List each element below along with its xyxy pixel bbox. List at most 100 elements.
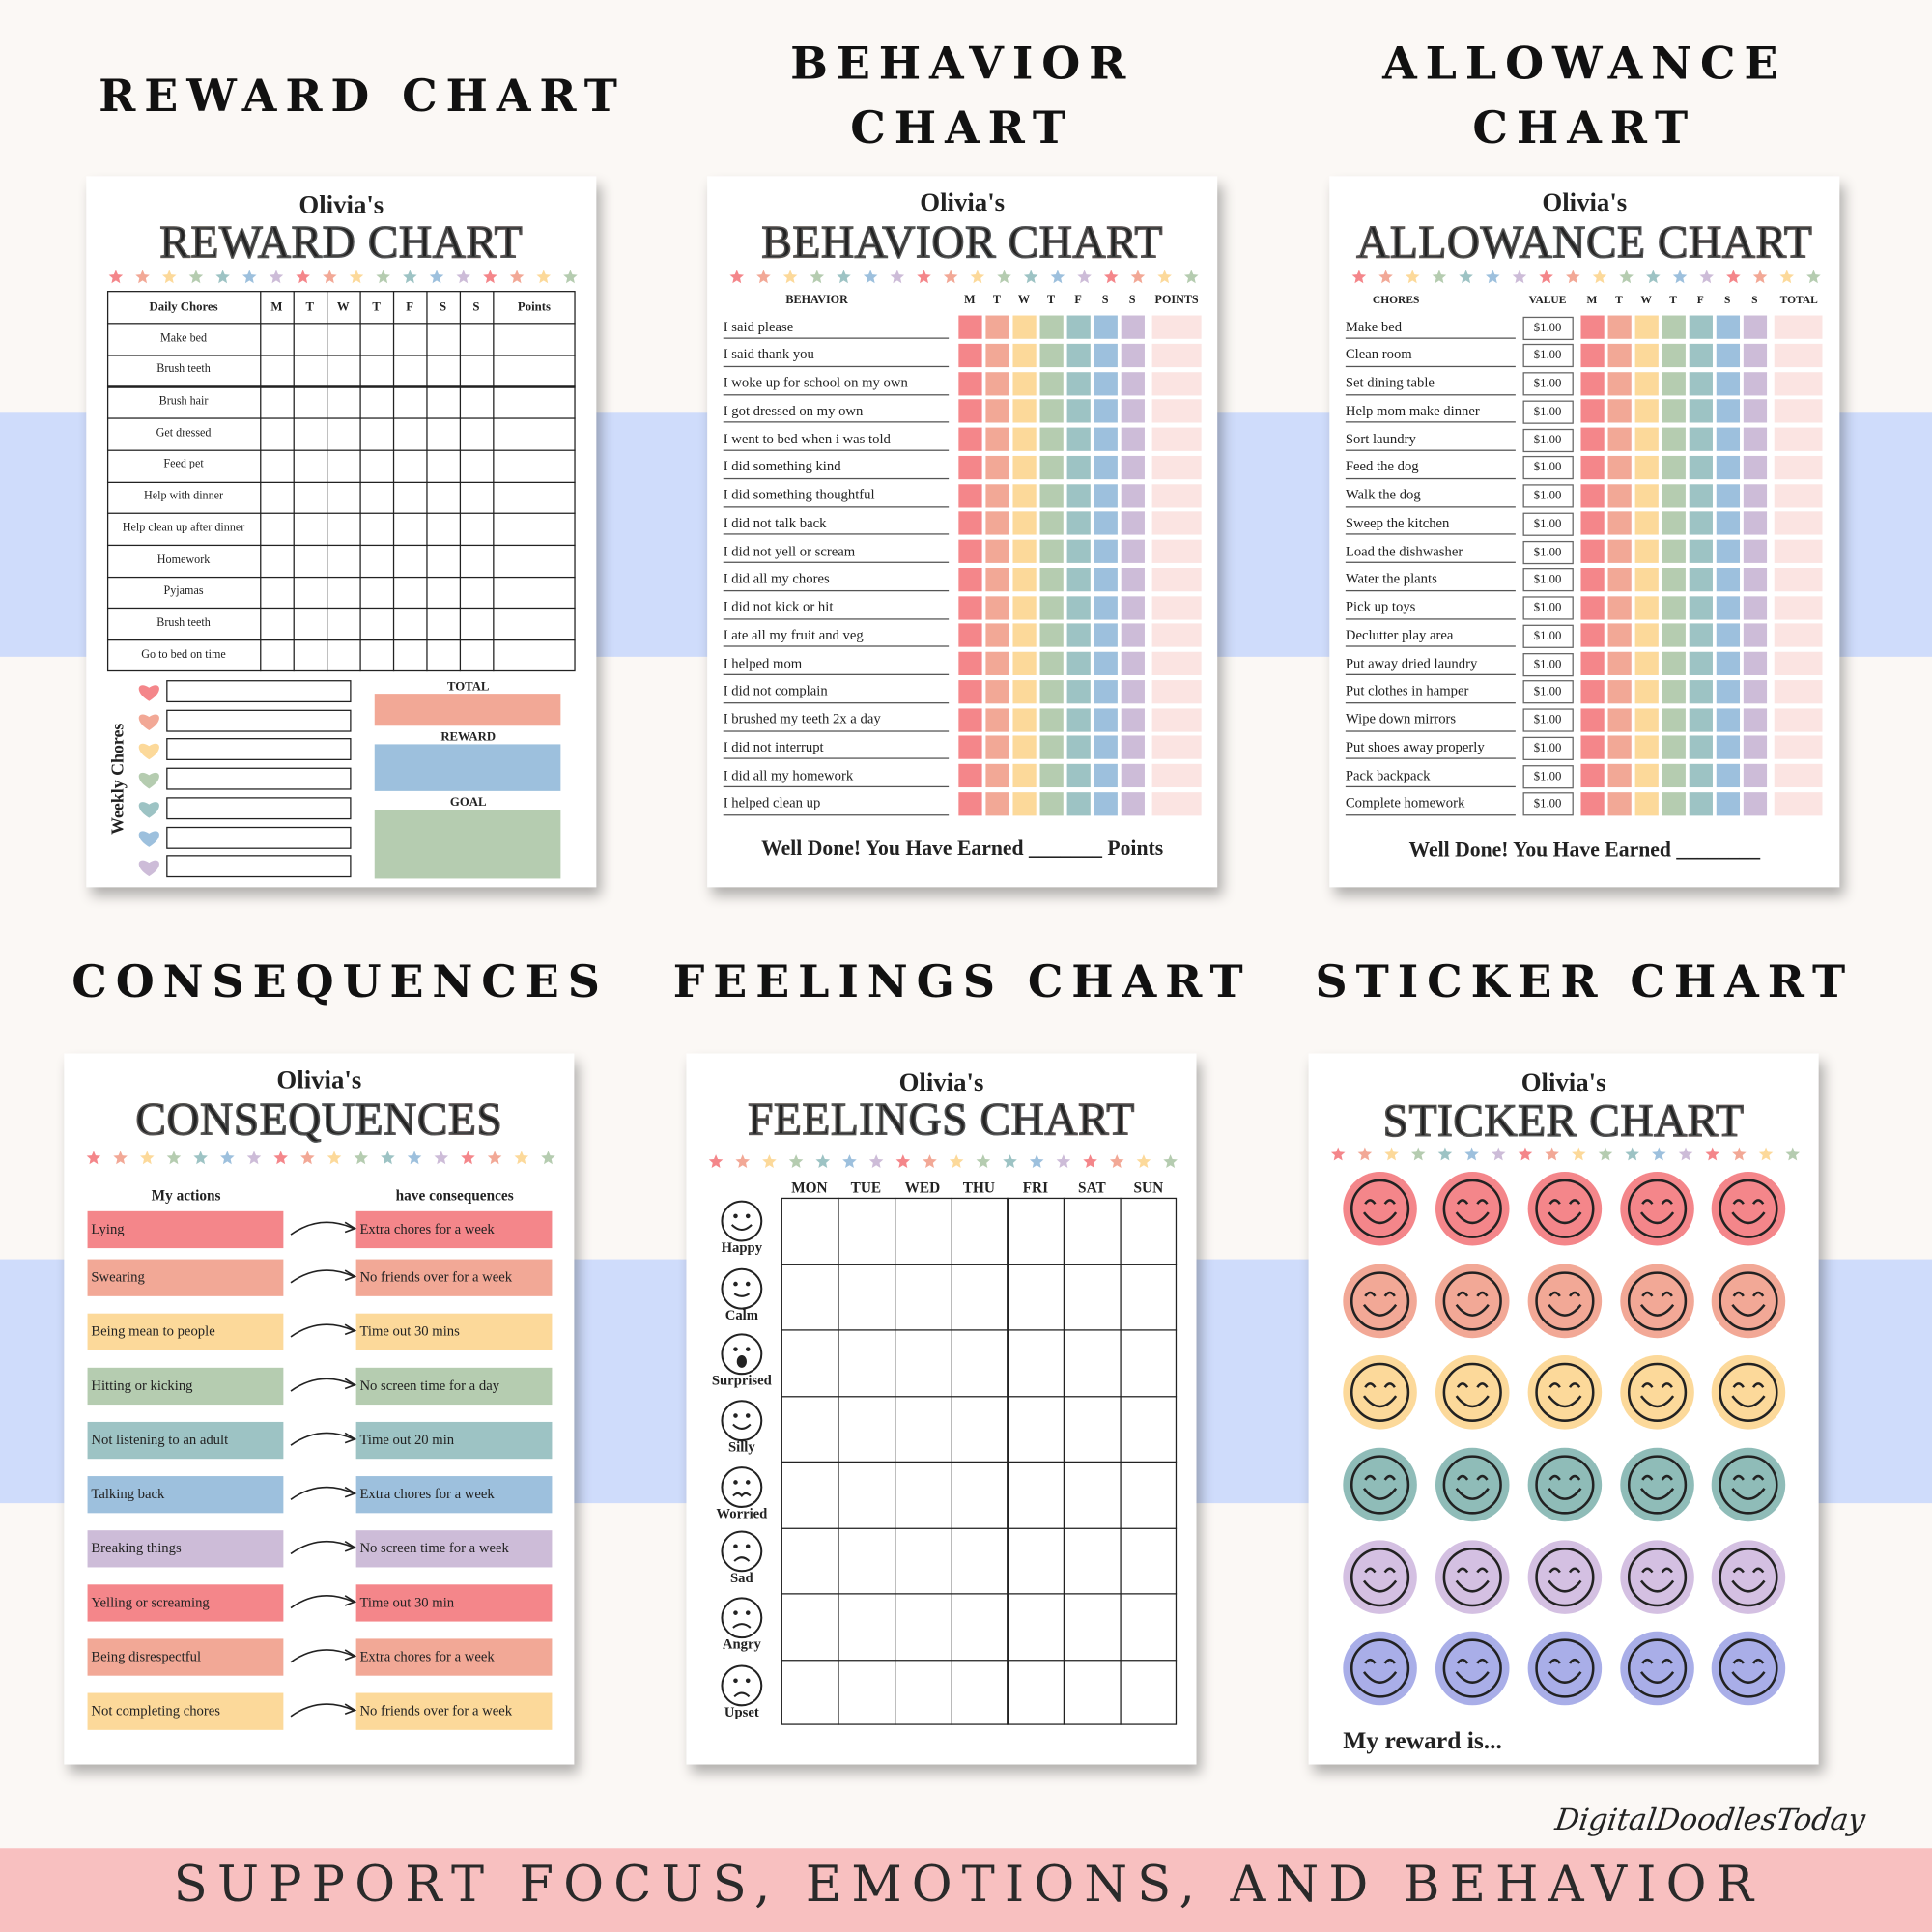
chore-label: Put clothes in hamper xyxy=(1345,684,1469,699)
chore-label: Put shoes away properly xyxy=(1345,740,1485,755)
check-cell xyxy=(1039,623,1064,647)
check-cell xyxy=(1662,371,1686,395)
check-cell xyxy=(1607,791,1632,816)
table-rule xyxy=(392,291,395,671)
consequence-label: No screen time for a day xyxy=(359,1378,500,1393)
consequence-box xyxy=(355,1692,553,1730)
check-cell xyxy=(1121,399,1145,423)
check-cell xyxy=(1039,707,1064,732)
check-cell xyxy=(1094,679,1118,703)
grid-rule xyxy=(781,1461,1178,1463)
underline xyxy=(1345,365,1516,367)
check-cell xyxy=(1716,427,1741,451)
check-cell xyxy=(1039,539,1064,563)
points-cell xyxy=(1151,427,1202,451)
check-cell xyxy=(1580,735,1605,760)
table-rule xyxy=(327,291,328,671)
column-header: S xyxy=(472,299,480,314)
check-cell xyxy=(1066,651,1091,675)
check-cell xyxy=(1743,623,1768,647)
check-cell xyxy=(1634,567,1659,591)
underline xyxy=(1345,785,1516,788)
check-cell xyxy=(985,707,1009,732)
check-cell xyxy=(1634,651,1659,675)
total-cell xyxy=(1774,595,1823,619)
total-cell xyxy=(1774,371,1823,395)
behavior-label: I did something thoughtful xyxy=(723,488,875,503)
check-cell xyxy=(1012,763,1037,788)
check-cell xyxy=(1634,315,1659,339)
column-header: VALUE xyxy=(1528,293,1567,306)
sheet-title: REWARD CHART xyxy=(89,214,594,273)
check-cell xyxy=(1066,735,1091,760)
check-cell xyxy=(1716,651,1741,675)
underline xyxy=(723,421,950,423)
action-box xyxy=(87,1367,284,1406)
check-cell xyxy=(1662,343,1686,367)
feeling-label: Happy xyxy=(721,1239,763,1256)
check-cell xyxy=(1012,483,1037,507)
chore-label: Brush hair xyxy=(158,395,209,409)
check-cell xyxy=(1716,399,1741,423)
check-cell xyxy=(1580,483,1605,507)
column-header: M xyxy=(270,299,283,314)
check-cell xyxy=(1634,735,1659,760)
consequence-box xyxy=(355,1638,553,1676)
chore-label: Go to bed on time xyxy=(141,648,226,662)
table-rule xyxy=(106,417,576,420)
check-cell xyxy=(1743,735,1768,760)
value-box: $1.00 xyxy=(1521,680,1574,704)
check-cell xyxy=(1094,595,1118,619)
check-cell xyxy=(1689,763,1713,788)
underline xyxy=(723,533,950,535)
check-cell xyxy=(1094,707,1118,732)
check-cell xyxy=(1716,343,1741,367)
owner-name: Olivia's xyxy=(276,1065,362,1095)
chore-label: Help with dinner xyxy=(143,490,224,503)
underline xyxy=(1345,505,1516,507)
check-cell xyxy=(1039,595,1064,619)
check-cell xyxy=(1580,707,1605,732)
column-header: F xyxy=(1074,294,1082,307)
check-cell xyxy=(958,791,982,816)
points-cell xyxy=(1151,371,1202,395)
underline xyxy=(723,449,950,451)
check-cell xyxy=(1607,763,1632,788)
feeling-label: Sad xyxy=(730,1570,753,1585)
action-box xyxy=(87,1476,284,1514)
check-cell xyxy=(1012,455,1037,479)
action-label: Being mean to people xyxy=(91,1323,215,1339)
sheet-title: STICKER CHART xyxy=(1311,1093,1816,1151)
day-label: SUN xyxy=(1133,1179,1164,1197)
action-label: Talking back xyxy=(91,1486,165,1502)
owner-name: Olivia's xyxy=(920,187,1006,217)
side-label: Weekly Chores xyxy=(109,723,128,835)
underline xyxy=(723,729,950,732)
day-label: FRI xyxy=(1022,1179,1049,1197)
column-header: TOTAL xyxy=(1779,293,1818,306)
check-cell xyxy=(1689,595,1713,619)
column-header: Daily Chores xyxy=(149,299,218,314)
check-cell xyxy=(1094,427,1118,451)
table-rule xyxy=(106,639,576,641)
behavior-label: I did not complain xyxy=(723,684,828,699)
sheet-title: FEELINGS CHART xyxy=(689,1092,1194,1151)
points-cell xyxy=(1151,679,1202,703)
check-cell xyxy=(1121,539,1145,563)
underline xyxy=(1345,617,1516,619)
chore-label: Help mom make dinner xyxy=(1345,404,1480,419)
action-box xyxy=(87,1210,284,1249)
check-cell xyxy=(1743,679,1768,703)
check-cell xyxy=(1012,623,1037,647)
check-cell xyxy=(1012,679,1037,703)
table-rule xyxy=(106,449,576,451)
check-cell xyxy=(1634,679,1659,703)
table-rule xyxy=(106,608,576,610)
check-cell xyxy=(1634,791,1659,816)
check-cell xyxy=(1634,595,1659,619)
check-cell xyxy=(1066,623,1091,647)
underline xyxy=(723,757,950,760)
check-cell xyxy=(1607,595,1632,619)
points-cell xyxy=(1151,539,1202,563)
check-cell xyxy=(1607,511,1632,535)
